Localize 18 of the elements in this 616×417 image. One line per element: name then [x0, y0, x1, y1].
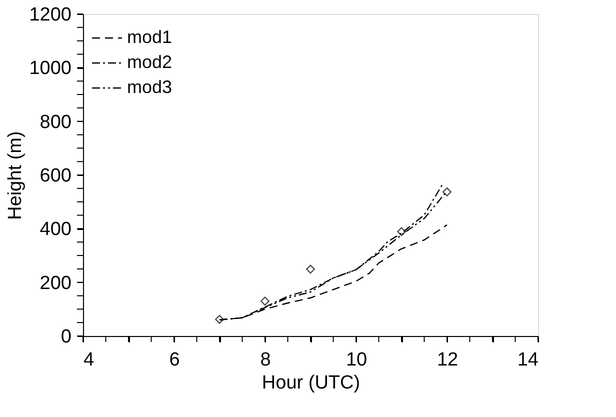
y-tick-label: 1200 [29, 4, 72, 26]
x-tick-label: 12 [436, 350, 458, 370]
x-tick-label: 10 [346, 350, 368, 370]
x-tick-label: 8 [260, 350, 271, 370]
y-tick-label: 200 [40, 272, 72, 294]
y-tick-label: 0 [60, 326, 72, 348]
y-tick-label: 800 [40, 112, 72, 133]
x-tick-label: 14 [517, 350, 539, 370]
y-tick-label: 600 [40, 166, 72, 186]
x-axis-title: Hour (UTC) [262, 372, 360, 394]
x-tick-label: 6 [169, 350, 180, 370]
x-tick-label: 4 [84, 350, 94, 370]
legend-label: mod3 [127, 77, 172, 97]
y-axis-title: Height (m) [5, 131, 26, 220]
legend-label: mod2 [127, 52, 172, 72]
y-tick-label: 1000 [29, 58, 72, 80]
legend-label: mod1 [127, 27, 172, 47]
y-tick-label: 400 [40, 219, 72, 240]
